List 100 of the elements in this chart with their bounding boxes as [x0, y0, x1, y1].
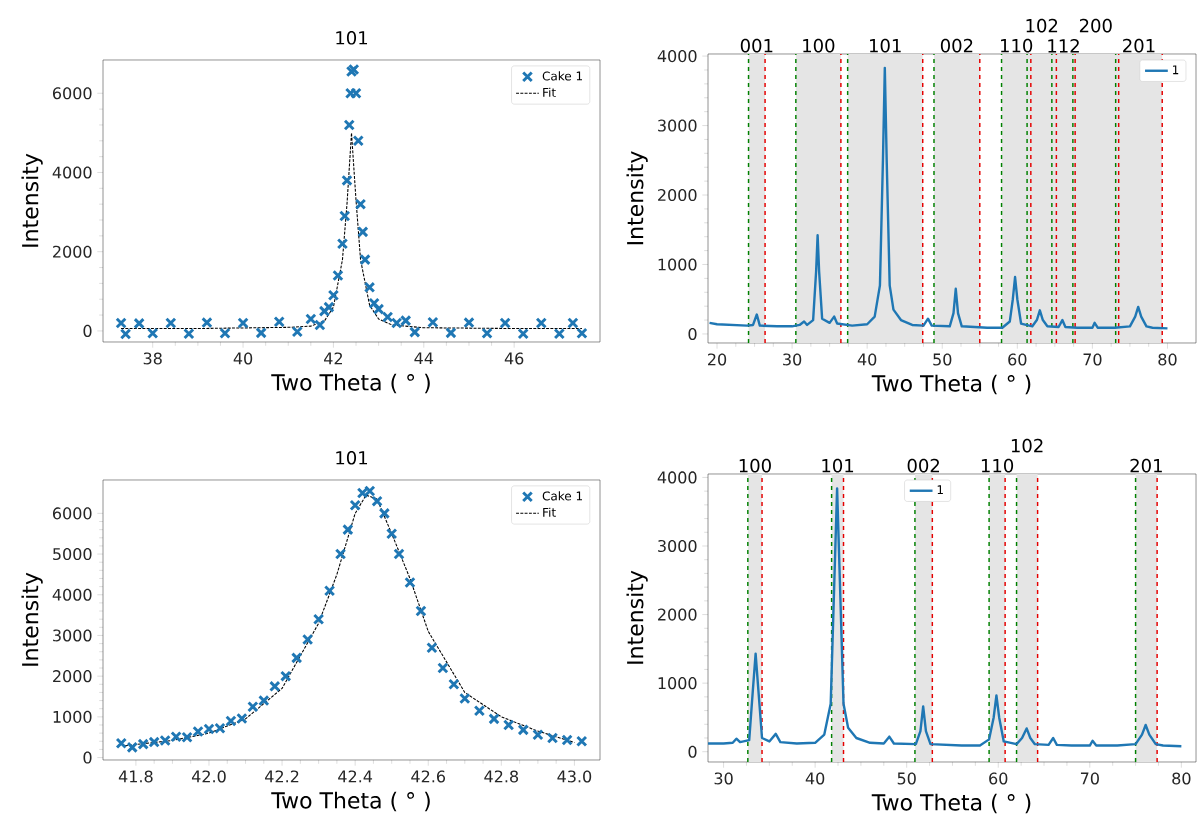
x-tick-label: 60: [989, 772, 1008, 785]
band-label: 101: [870, 38, 901, 53]
y-tick-label: 1000: [658, 677, 697, 690]
point: [133, 317, 145, 330]
y-axis-title: Intensity: [21, 572, 43, 666]
y-tick-label: 4000: [657, 471, 697, 484]
x-tick-label: 70: [1080, 772, 1099, 785]
point: [352, 135, 364, 147]
band-label: 100: [739, 458, 771, 473]
x-tick-label: 40: [233, 352, 253, 365]
point: [459, 692, 471, 705]
y-tick-label: 6000: [52, 87, 92, 100]
point: [201, 316, 213, 329]
band-label: 201: [1130, 458, 1162, 473]
point: [517, 724, 529, 736]
y-tick-label: 4000: [52, 588, 92, 601]
legend-label: Cake 1: [542, 491, 583, 501]
point: [473, 705, 486, 717]
y-tick-label: 2000: [53, 245, 92, 258]
x-tick-label: 30: [714, 772, 733, 785]
point: [183, 327, 195, 340]
band-label: 102: [1011, 438, 1043, 453]
legend-label: 1: [937, 485, 943, 495]
point: [378, 507, 391, 520]
point: [269, 680, 281, 693]
point: [368, 297, 380, 309]
band-label: 101: [822, 458, 854, 473]
point: [119, 328, 132, 340]
y-axis-title: Intensity: [626, 151, 648, 245]
point: [336, 238, 349, 250]
point: [312, 613, 325, 625]
point: [301, 633, 314, 646]
point: [341, 174, 353, 187]
line-series: [120, 132, 583, 330]
x-tick-label: 41.8: [118, 770, 153, 783]
x-tick-label: 44: [414, 352, 434, 365]
x-tick-label: 40: [805, 772, 825, 785]
point: [323, 301, 335, 313]
y-tick-label: 0: [688, 745, 697, 758]
x-tick-label: 42.8: [484, 770, 519, 783]
x-axis-title: Two Theta ( ° ): [271, 791, 430, 812]
point: [445, 327, 457, 339]
point: [343, 119, 355, 131]
point: [290, 652, 303, 664]
x-tick-label: 20: [708, 353, 727, 366]
band-label: 002: [907, 458, 940, 473]
x-tick-label: 38: [143, 352, 162, 365]
band-label: 002: [940, 38, 973, 53]
band-label: 102: [1026, 18, 1058, 33]
chart-title: 101: [336, 451, 368, 465]
x-tick-label: 80: [1158, 353, 1177, 366]
y-tick-label: 0: [688, 327, 697, 341]
y-axis-title: Intensity: [626, 570, 648, 664]
x-tick-label: 30: [783, 353, 802, 366]
point: [535, 317, 547, 329]
x-tick-label: 42.4: [338, 770, 373, 783]
band-label: 201: [1123, 38, 1155, 53]
point: [372, 303, 385, 315]
x-tick-label: 50: [933, 353, 952, 366]
point: [499, 317, 511, 329]
y-tick-label: 4000: [52, 166, 92, 179]
band-label: 110: [1001, 38, 1033, 53]
legend-label: 1: [1172, 65, 1179, 75]
band-label: 001: [740, 38, 773, 53]
point: [427, 316, 439, 328]
point: [546, 732, 559, 744]
point: [349, 499, 361, 511]
point: [567, 317, 579, 329]
band-label: 100: [803, 38, 835, 53]
point: [327, 289, 340, 301]
point: [371, 495, 383, 507]
point: [393, 548, 405, 560]
point: [359, 253, 371, 266]
y-axis-title: Intensity: [21, 153, 43, 247]
point: [576, 327, 588, 339]
legend-label: Cake 1: [542, 71, 583, 81]
y-tick-label: 4000: [657, 50, 697, 63]
point: [381, 311, 394, 323]
x-tick-label: 80: [1172, 772, 1191, 785]
point: [332, 269, 344, 282]
x-axis-title: Two Theta ( ° ): [271, 373, 430, 394]
x-axis-title: Two Theta ( ° ): [871, 793, 1031, 814]
legend-label: Fit: [543, 507, 556, 517]
y-tick-label: 2000: [658, 188, 697, 202]
point: [339, 210, 351, 222]
point: [502, 719, 515, 731]
point: [363, 281, 376, 294]
band-label: 112: [1048, 39, 1079, 53]
x-tick-label: 42.6: [411, 770, 446, 783]
point: [318, 305, 331, 317]
point: [237, 317, 249, 329]
point: [334, 548, 347, 560]
point: [147, 327, 159, 339]
point: [532, 729, 544, 741]
chart-title: 101: [336, 31, 368, 45]
point: [481, 327, 493, 339]
point: [488, 713, 500, 725]
point: [247, 700, 259, 713]
point: [115, 317, 127, 329]
point: [553, 327, 566, 340]
